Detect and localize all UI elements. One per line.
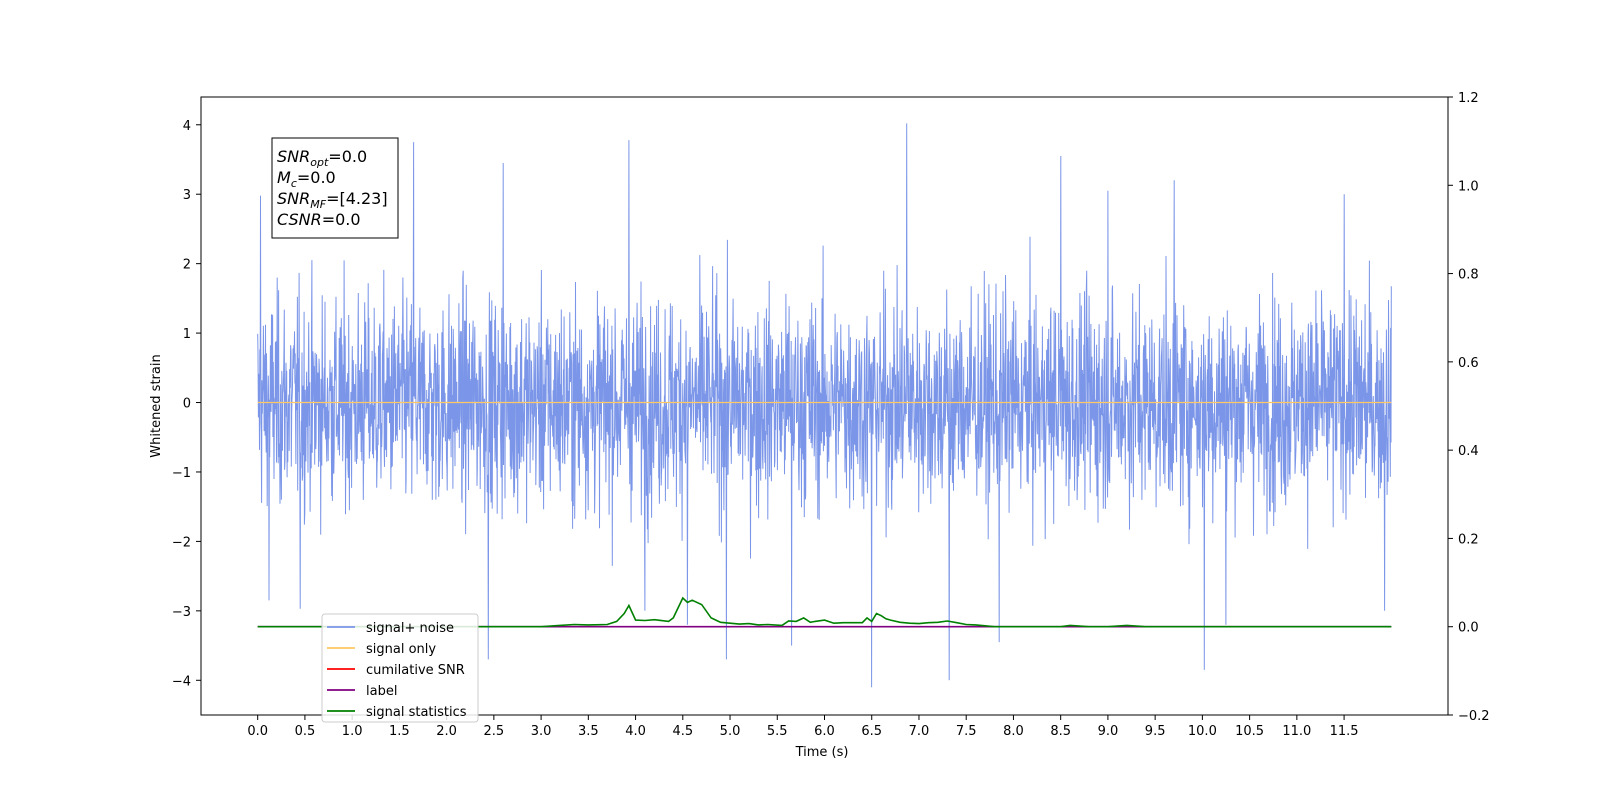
annotation-symbol: SNR	[277, 147, 310, 166]
series-signal-statistics-line	[257, 596, 1392, 628]
x-tick-label: 7.5	[956, 724, 977, 739]
x-tick-label: 1.0	[342, 724, 363, 739]
legend-label: signal only	[366, 642, 436, 657]
x-tick-label: 4.5	[672, 724, 693, 739]
y-tick-label: 0	[183, 397, 191, 412]
annotation-line: CSNR=0.0	[277, 210, 361, 229]
x-tick-label: 10.5	[1235, 724, 1264, 739]
x-tick-label: 6.0	[814, 724, 835, 739]
annotation-subscript: opt	[310, 156, 329, 169]
x-tick-label: 8.5	[1050, 724, 1071, 739]
annotation-value: =0.0	[322, 210, 361, 229]
legend-entries: signal+ noise signal only cumilative SNR la…	[327, 621, 467, 720]
y2-tick-label: −0.2	[1458, 709, 1490, 724]
x-tick-label: 1.5	[389, 724, 410, 739]
x-tick-label: 7.0	[909, 724, 930, 739]
x-tick-label: 0.0	[247, 724, 268, 739]
y2-tick-label: 0.4	[1458, 444, 1479, 459]
series-signal-noise-line	[257, 123, 1392, 688]
annotation-value: =0.0	[297, 168, 336, 187]
annotation-symbol: SNR	[277, 189, 310, 208]
legend-label: signal+ noise	[366, 621, 454, 636]
x-tick-label: 11.0	[1282, 724, 1311, 739]
y-axis-right: 1.2 1.0 0.8 0.6 0.4 0.2 0.0 −0.2	[1448, 91, 1490, 724]
legend-frame	[321, 613, 479, 723]
legend-label: cumilative SNR	[366, 663, 465, 678]
x-tick-label: 5.5	[767, 724, 788, 739]
annotation-value: =[4.23]	[326, 189, 388, 208]
y-axis-title: Whitened strain	[149, 354, 164, 457]
legend-label: label	[366, 684, 397, 699]
annotation-symbol: M	[277, 168, 291, 187]
x-tick-label: 5.0	[720, 724, 741, 739]
annotation-subscript: c	[291, 177, 297, 190]
y-tick-label: 2	[183, 258, 191, 273]
y2-tick-label: 0.2	[1458, 532, 1479, 547]
x-tick-label: 3.5	[578, 724, 599, 739]
x-axis: 0.0 0.5 1.0 1.5 2.0 2.5 3.0 3.5 4.0 4.5 5.0 5.5 6.0 6…	[247, 715, 1359, 739]
y2-tick-label: 1.2	[1458, 91, 1479, 106]
annotation-line: SNRMF=[4.23]	[277, 189, 388, 211]
y-tick-label: 4	[183, 119, 191, 134]
y-tick-label: −4	[172, 674, 191, 689]
legend-label: signal statistics	[366, 705, 467, 720]
annotation-line: SNRopt=0.0	[277, 147, 367, 169]
y2-tick-label: 0.6	[1458, 356, 1479, 371]
y2-tick-label: 0.0	[1458, 621, 1479, 636]
x-tick-label: 9.5	[1145, 724, 1166, 739]
annotation-symbol: CSNR	[277, 210, 322, 229]
y2-tick-label: 1.0	[1458, 179, 1479, 194]
annotation-subscript: MF	[310, 198, 326, 211]
x-tick-label: 11.5	[1330, 724, 1359, 739]
x-tick-label: 0.5	[295, 724, 316, 739]
annotation-frame	[271, 137, 399, 239]
x-axis-title: Time (s)	[795, 745, 849, 760]
y-tick-label: −1	[172, 466, 191, 481]
legend: signal+ noise signal only cumilative SNR la…	[321, 613, 479, 723]
x-tick-label: 2.5	[484, 724, 505, 739]
x-tick-label: 2.0	[436, 724, 457, 739]
y-tick-label: −3	[172, 605, 191, 620]
x-tick-label: 6.5	[861, 724, 882, 739]
x-tick-label: 4.0	[625, 724, 646, 739]
x-tick-label: 8.0	[1003, 724, 1024, 739]
y-tick-label: −2	[172, 535, 191, 550]
annotation-line: Mc=0.0	[277, 168, 336, 190]
y-tick-label: 1	[183, 327, 191, 342]
y-tick-label: 3	[183, 188, 191, 203]
y-axis-left: 4 3 2 1 0 −1 −2 −3 −4	[172, 119, 201, 689]
x-tick-label: 10.0	[1188, 724, 1217, 739]
x-tick-label: 3.0	[531, 724, 552, 739]
x-tick-label: 9.0	[1098, 724, 1119, 739]
y2-tick-label: 0.8	[1458, 268, 1479, 283]
annotation-value: =0.0	[328, 147, 367, 166]
